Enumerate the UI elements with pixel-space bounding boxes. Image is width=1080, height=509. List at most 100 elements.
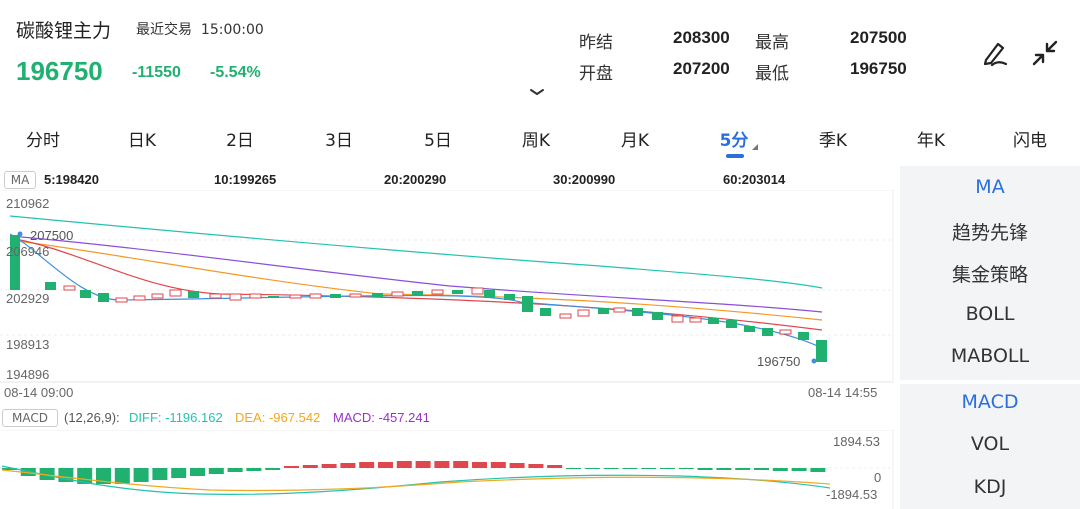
candlestick: [816, 340, 827, 362]
macd-bar: [39, 468, 55, 480]
candlestick: [744, 326, 755, 332]
candlestick: [372, 293, 383, 297]
candlestick: [268, 296, 279, 298]
macd-bar: [641, 468, 657, 469]
macd-bar: [660, 468, 675, 469]
macd-bar: [697, 468, 713, 470]
candlestick: [133, 295, 146, 301]
candlestick: [798, 332, 809, 340]
candlestick: [249, 293, 262, 299]
candlestick: [45, 282, 56, 290]
macd-bar: [490, 462, 506, 468]
high-marker-dot: [17, 231, 23, 237]
candlestick: [391, 291, 404, 297]
ma30-value: 30:200990: [553, 172, 616, 187]
candlestick: [452, 290, 463, 294]
macd-bar: [171, 468, 187, 478]
macd-bar: [208, 468, 224, 474]
candlestick: [671, 315, 684, 323]
ma20-value: 20:200290: [384, 172, 447, 187]
candlestick: [613, 307, 626, 313]
macd-chart[interactable]: [0, 430, 895, 509]
side-item-trend[interactable]: 趋势先锋: [951, 222, 1028, 244]
tab-9[interactable]: 年K: [916, 131, 946, 151]
macd-bar: [472, 462, 487, 468]
main-indicator-panel: MA 趋势先锋 集金策略 BOLL MABOLL: [900, 166, 1080, 380]
last-trade-label: 最近交易: [136, 22, 192, 38]
high-label: 最高: [755, 33, 789, 53]
draw-pen-icon[interactable]: [980, 38, 1010, 68]
side-item-macd[interactable]: MACD: [961, 391, 1019, 413]
prev-settle-value: 208300: [673, 28, 730, 47]
candlestick: [632, 308, 643, 316]
candlestick: [188, 291, 199, 298]
macd-bar: [246, 468, 262, 471]
side-item-gold-strategy[interactable]: 集金策略: [951, 264, 1028, 286]
candlestick: [431, 289, 444, 295]
tab-0[interactable]: 分时: [26, 131, 60, 151]
tab-6[interactable]: 月K: [620, 131, 650, 151]
macd-bar: [265, 468, 281, 470]
candlestick: [484, 290, 495, 298]
last-trade-value: 15:00:00: [200, 22, 264, 38]
macd-bar: [434, 461, 450, 468]
macd-bar: [340, 463, 356, 468]
macd-bar: [415, 461, 431, 468]
macd-y-mid: 0: [874, 470, 882, 485]
macd-params: (12,26,9):: [64, 410, 120, 425]
tab-3[interactable]: 3日: [325, 131, 353, 151]
ma-indicator-badge[interactable]: MA: [4, 171, 36, 189]
tab-10[interactable]: 闪电: [1013, 131, 1047, 151]
candlestick: [504, 294, 515, 300]
macd-bar: [453, 461, 469, 468]
macd-y-top: 1894.53: [833, 434, 880, 449]
tab-5[interactable]: 周K: [521, 131, 551, 151]
macd-bar: [528, 464, 544, 468]
candlestick: [289, 294, 302, 299]
high-value: 207500: [850, 28, 907, 47]
macd-bar: [133, 468, 149, 482]
tab-dropdown-icon[interactable]: [752, 144, 758, 150]
candlestick: [577, 309, 590, 317]
macd-bar: [622, 468, 638, 469]
ma60-value: 60:203014: [723, 172, 786, 187]
side-item-maboll[interactable]: MABOLL: [950, 345, 1030, 367]
tab-4[interactable]: 5日: [424, 131, 452, 151]
side-item-vol[interactable]: VOL: [970, 433, 1010, 455]
candlestick: [151, 293, 164, 299]
kline-chart[interactable]: [0, 190, 895, 405]
side-item-kdj[interactable]: KDJ: [973, 476, 1007, 498]
last-price: 196750: [16, 56, 103, 86]
tab-7[interactable]: 5分: [719, 131, 749, 151]
candlestick: [229, 293, 242, 301]
macd-indicator-badge[interactable]: MACD: [2, 409, 58, 427]
tab-2[interactable]: 2日: [226, 131, 254, 151]
macd-bar: [190, 468, 205, 476]
y-axis-label: 194896: [6, 367, 50, 382]
macd-dea-value: DEA: -967.542: [235, 410, 321, 425]
candlestick: [209, 293, 222, 299]
y-axis-label: 202929: [6, 291, 50, 306]
side-item-ma[interactable]: MA: [975, 176, 1005, 198]
tab-8[interactable]: 季K: [818, 131, 848, 151]
low-label: 最低: [755, 64, 789, 84]
macd-bar: [716, 468, 732, 470]
collapse-arrows-icon[interactable]: [1030, 38, 1060, 68]
macd-bar: [735, 468, 751, 470]
macd-bar: [810, 468, 826, 472]
macd-diff-line: [1, 465, 831, 495]
candlestick: [10, 235, 20, 290]
low-value: 196750: [850, 59, 907, 78]
candlestick: [708, 318, 719, 324]
ma10-value: 10:199265: [214, 172, 277, 187]
macd-dea-line: [1, 469, 831, 492]
macd-bar: [321, 464, 337, 468]
tab-1[interactable]: 日K: [127, 131, 157, 151]
candlestick: [169, 289, 182, 297]
macd-bar: [152, 468, 168, 480]
price-change-percent: -5.54%: [210, 64, 261, 81]
side-item-boll[interactable]: BOLL: [965, 303, 1015, 325]
candlestick: [762, 328, 773, 336]
low-marker-dot: [811, 358, 817, 364]
chevron-down-icon[interactable]: [528, 86, 546, 98]
